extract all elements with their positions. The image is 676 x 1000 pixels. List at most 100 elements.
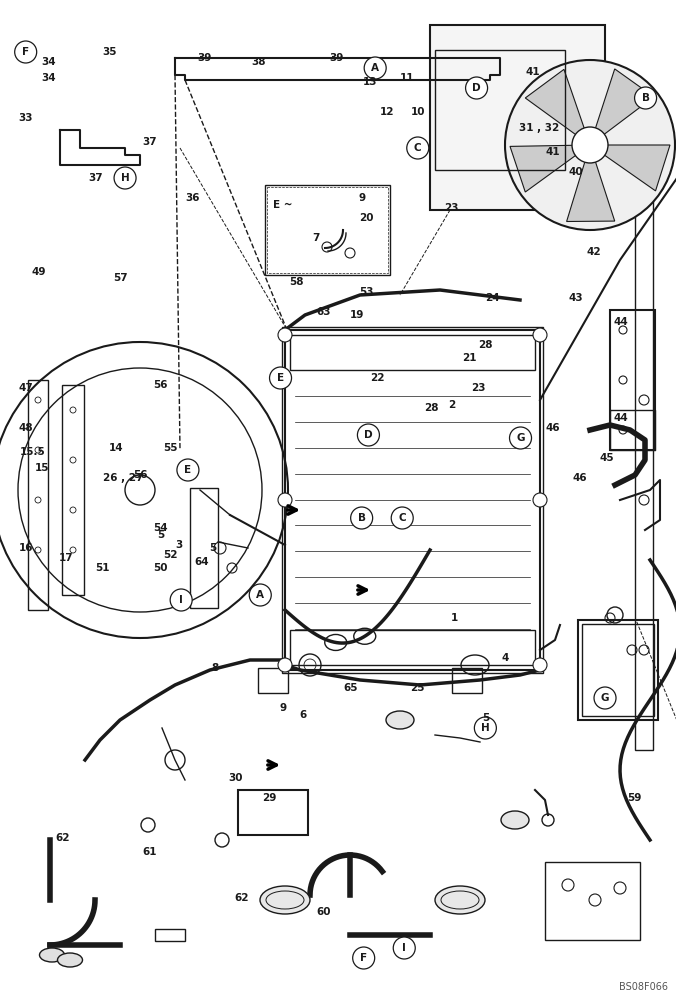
Text: 47: 47 [18, 383, 33, 393]
Text: 5: 5 [158, 530, 164, 540]
Text: 43: 43 [569, 293, 583, 303]
Text: 17: 17 [59, 553, 74, 563]
Circle shape [249, 584, 271, 606]
Bar [290, 335, 535, 370]
Text: 52: 52 [163, 550, 178, 560]
Circle shape [533, 493, 547, 507]
Text: 8: 8 [212, 663, 218, 673]
Text: 46: 46 [573, 473, 587, 483]
Ellipse shape [260, 886, 310, 914]
Text: BS08F066: BS08F066 [619, 982, 668, 992]
Text: 60: 60 [316, 907, 331, 917]
Circle shape [505, 60, 675, 230]
Text: 15: 15 [34, 463, 49, 473]
Text: 28: 28 [424, 403, 439, 413]
Text: G: G [601, 693, 609, 703]
Text: 20: 20 [359, 213, 374, 223]
Text: H: H [121, 173, 129, 183]
Text: 6: 6 [299, 710, 306, 720]
Circle shape [351, 507, 372, 529]
Text: 14: 14 [109, 443, 124, 453]
Ellipse shape [57, 953, 82, 967]
Text: 34: 34 [41, 73, 56, 83]
Text: 12: 12 [379, 107, 394, 117]
Bar [62, 385, 84, 595]
Circle shape [572, 127, 608, 163]
Text: 38: 38 [251, 57, 266, 67]
Text: E ~: E ~ [273, 200, 293, 210]
Bar [285, 330, 540, 670]
Text: 57: 57 [113, 273, 128, 283]
Text: 22: 22 [370, 373, 385, 383]
Text: 62: 62 [55, 833, 70, 843]
Text: 11: 11 [400, 73, 414, 83]
Text: 16: 16 [18, 543, 33, 553]
Text: 34: 34 [41, 57, 56, 67]
Text: 49: 49 [32, 267, 47, 277]
Text: 5: 5 [482, 713, 489, 723]
Text: 53: 53 [359, 287, 374, 297]
Text: 24: 24 [485, 293, 500, 303]
Circle shape [353, 947, 375, 969]
Text: 41: 41 [546, 147, 560, 157]
Circle shape [114, 167, 136, 189]
Text: 3: 3 [176, 540, 183, 550]
Text: 51: 51 [95, 563, 110, 573]
Text: E: E [185, 465, 191, 475]
Polygon shape [525, 69, 585, 136]
Text: I: I [402, 943, 406, 953]
Text: 26 , 27: 26 , 27 [103, 473, 143, 483]
Bar [635, 200, 653, 750]
Circle shape [15, 41, 37, 63]
Text: 10: 10 [410, 107, 425, 117]
Text: 63: 63 [316, 307, 331, 317]
Bar [28, 380, 48, 610]
Text: 31 , 32: 31 , 32 [519, 123, 560, 133]
Bar [190, 488, 218, 608]
Text: 35: 35 [102, 47, 117, 57]
Text: D: D [473, 83, 481, 93]
Circle shape [278, 493, 292, 507]
Circle shape [278, 328, 292, 342]
Text: A: A [371, 63, 379, 73]
Bar [265, 185, 390, 275]
Text: 61: 61 [143, 847, 158, 857]
Text: 30: 30 [228, 773, 243, 783]
Bar [238, 790, 308, 835]
Text: B: B [358, 513, 366, 523]
Text: C: C [414, 143, 422, 153]
Text: 45: 45 [600, 453, 614, 463]
Text: 58: 58 [289, 277, 304, 287]
Text: 25: 25 [410, 683, 425, 693]
Bar [282, 327, 543, 673]
Ellipse shape [501, 811, 529, 829]
Text: 59: 59 [627, 793, 642, 803]
Bar [258, 668, 288, 693]
Text: 21: 21 [462, 353, 477, 363]
Text: H: H [481, 723, 489, 733]
Circle shape [533, 658, 547, 672]
Circle shape [594, 687, 616, 709]
Text: B: B [642, 93, 650, 103]
Text: 42: 42 [586, 247, 601, 257]
Text: 37: 37 [143, 137, 158, 147]
Polygon shape [566, 159, 614, 222]
Circle shape [533, 328, 547, 342]
Ellipse shape [386, 711, 414, 729]
Text: 46: 46 [546, 423, 560, 433]
Circle shape [475, 717, 496, 739]
Text: 48: 48 [18, 423, 33, 433]
Bar [578, 620, 658, 720]
Text: 9: 9 [358, 193, 365, 203]
Text: E: E [277, 373, 284, 383]
Polygon shape [602, 145, 670, 191]
Polygon shape [510, 145, 578, 192]
Text: 40: 40 [569, 167, 583, 177]
Circle shape [635, 87, 656, 109]
Circle shape [391, 507, 413, 529]
Text: 44: 44 [613, 413, 628, 423]
Bar [452, 668, 482, 693]
Text: 55: 55 [163, 443, 178, 453]
Ellipse shape [39, 948, 64, 962]
Text: 9: 9 [279, 703, 286, 713]
